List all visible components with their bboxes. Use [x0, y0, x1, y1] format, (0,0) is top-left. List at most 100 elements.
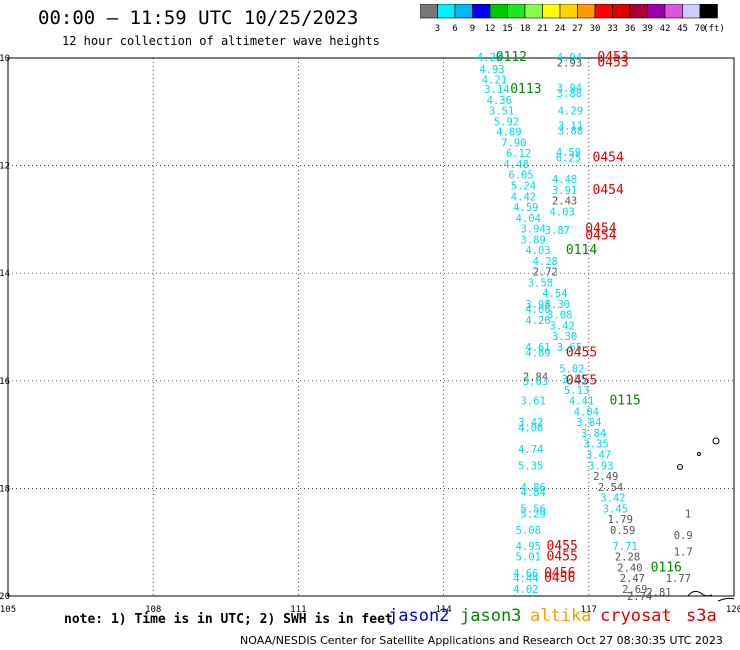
wave-height-value: 4.06: [525, 304, 550, 316]
legend-jason3: jason3: [460, 606, 522, 626]
wave-height-value: 3.93: [588, 460, 613, 472]
scale-tick-label: 33: [607, 24, 618, 34]
pass-time-label: 0453: [597, 50, 628, 65]
wave-height-value: 3.88: [558, 126, 583, 138]
wave-height-value: 2.93: [557, 57, 582, 69]
wave-height-value: 4.30: [545, 299, 570, 311]
wave-height-value: 1.77: [666, 573, 691, 585]
wave-height-value: 3.35: [583, 439, 608, 451]
wave-height-value: 5.29: [520, 509, 545, 521]
wave-height-value: 4.04: [516, 213, 541, 225]
wave-height-value: 3.94: [557, 83, 582, 95]
wave-height-value: 2.74: [627, 591, 652, 603]
wave-height-value: 4.28: [533, 256, 558, 268]
wave-height-value: 5.56: [520, 503, 545, 515]
pass-time-label: 0116: [651, 560, 682, 575]
wave-height-value: 3.42: [550, 320, 575, 332]
pass-time-label: 0453: [597, 55, 628, 70]
scale-unit-label: (ft): [703, 24, 725, 34]
wave-height-value: 4.44: [513, 573, 538, 585]
pass-time-label: 0455: [547, 539, 578, 554]
wave-height-value: 2.43: [552, 196, 577, 208]
wave-height-value: 4.04: [574, 406, 599, 418]
wave-height-value: 4.29: [558, 106, 583, 118]
wave-height-value: 4.23: [477, 52, 502, 64]
wave-height-value: 4.61: [525, 342, 550, 354]
scale-tick-label: 42: [660, 24, 671, 34]
wave-height-value: 3.08: [547, 310, 572, 322]
pass-time-label: 0454: [593, 183, 624, 198]
scale-tick-label: 30: [590, 24, 601, 34]
wave-height-value: 5.13: [564, 385, 589, 397]
wave-height-value: 4.54: [542, 288, 567, 300]
scale-tick-label: 70: [695, 24, 706, 34]
wave-height-value: 4.42: [511, 191, 536, 203]
wave-height-value: 2.69: [622, 584, 647, 596]
scale-tick-label: 27: [572, 24, 583, 34]
wave-height-value: 4.41: [569, 396, 594, 408]
coastline: [687, 590, 735, 602]
wave-height-value: 4.03: [525, 245, 550, 257]
pass-time-label: 0115: [609, 394, 640, 409]
wave-height-value: 4.03: [550, 206, 575, 218]
scale-tick-label: 9: [470, 24, 475, 34]
wave-height-value: 3.42: [518, 417, 543, 429]
scale-tick-label: 18: [520, 24, 531, 34]
wave-height-value: 5.35: [518, 460, 543, 472]
wave-height-value: 4.36: [487, 95, 512, 107]
pass-time-label: 0456: [544, 571, 575, 586]
pass-time-label: 0456: [544, 566, 575, 581]
wave-height-value: 4.06: [518, 423, 543, 435]
lon-tick-label: 105: [0, 605, 16, 615]
lon-tick-label: 114: [435, 605, 451, 615]
lat-tick-label: 16: [0, 377, 10, 387]
wave-height-value: 4.48: [552, 174, 577, 186]
wave-height-value: 2.40: [617, 562, 642, 574]
wave-height-value: 4.48: [504, 159, 529, 171]
page-title: 00:00 – 11:59 UTC 10/25/2023: [38, 7, 359, 29]
wave-height-value: 3.88: [557, 88, 582, 100]
wave-height-value: 4.86: [520, 482, 545, 494]
wave-height-value: 2.54: [598, 482, 623, 494]
pass-time-label: 0455: [566, 373, 597, 388]
wave-height-value: 1: [685, 509, 691, 521]
wave-height-value: 3.65: [557, 342, 582, 354]
wave-height-value: 2.47: [620, 573, 645, 585]
wave-height-value: 7.90: [501, 137, 526, 149]
wave-height-value: 2.84: [523, 371, 548, 383]
wave-height-value: 2.72: [533, 267, 558, 279]
scale-tick-label: 3: [435, 24, 440, 34]
pass-time-label: 0455: [547, 550, 578, 565]
wave-height-value: 3.94: [520, 224, 545, 236]
wave-height-value: 4.93: [479, 64, 504, 76]
wave-height-value: 2.49: [593, 471, 618, 483]
wave-height-value: 1.79: [608, 514, 633, 526]
pass-time-label: 0112: [496, 50, 527, 65]
wave-height-value: 3.14: [484, 84, 509, 96]
wave-height-value: 3.98: [525, 299, 550, 311]
wave-height-value: 3.30: [552, 331, 577, 343]
scale-swatch: [699, 4, 718, 19]
pass-time-label: 0454: [585, 222, 616, 237]
wave-height-value: 7.71: [612, 541, 637, 553]
legend-note: note: 1) Time is in UTC; 2) SWH is in fe…: [64, 612, 393, 627]
wave-height-value: 3.91: [552, 185, 577, 197]
wave-height-value: 5.24: [511, 181, 536, 193]
wave-height-value: 5.01: [516, 552, 541, 564]
lat-tick-label: 10: [0, 54, 10, 64]
scale-tick-label: 24: [555, 24, 566, 34]
scale-tick-label: 36: [625, 24, 636, 34]
wave-height-value: 5.92: [494, 116, 519, 128]
lon-tick-label: 117: [581, 605, 597, 615]
wave-height-value: 0.9: [674, 530, 693, 542]
wave-height-value: 4.59: [556, 147, 581, 159]
wave-height-value: 3.45: [603, 503, 628, 515]
wave-height-value: 4.74: [518, 444, 543, 456]
wave-height-value: 6.12: [506, 148, 531, 160]
map-frame: [7, 57, 735, 597]
scale-tick-label: 15: [502, 24, 513, 34]
wave-height-value: 3.61: [520, 396, 545, 408]
pass-time-label: 0113: [510, 82, 541, 97]
wave-height-value: 3.51: [489, 106, 514, 118]
